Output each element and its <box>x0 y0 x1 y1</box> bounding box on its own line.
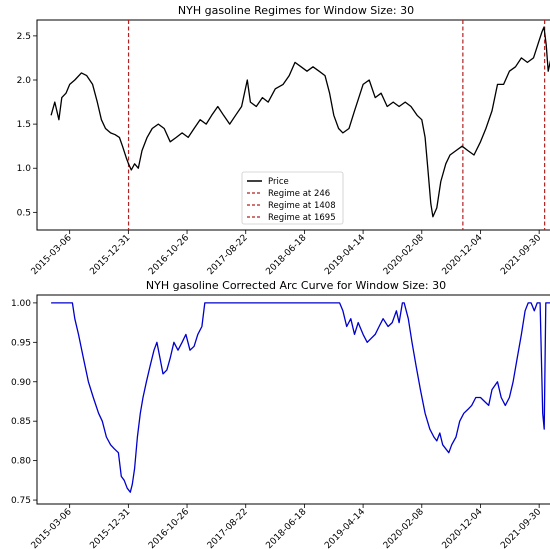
y-tick-label: 0.95 <box>11 338 31 348</box>
regimes-chart-title: NYH gasoline Regimes for Window Size: 30 <box>178 4 414 17</box>
y-tick-label: 0.85 <box>11 417 31 427</box>
x-tick-label: 2015-03-06 <box>30 233 74 277</box>
regime-lines <box>127 20 546 230</box>
price-series <box>50 26 550 218</box>
legend-box <box>241 171 344 225</box>
regimes-plot-area <box>36 19 550 231</box>
x-tick-label: 2021-09-30 <box>499 507 543 549</box>
regimes-y-axis: 0.5 1.0 1.5 2.0 2.5 <box>17 32 37 218</box>
y-tick-label: 0.80 <box>11 457 31 467</box>
arc-curve-series <box>51 302 550 493</box>
x-tick-label: 2020-02-08 <box>382 233 426 277</box>
arc-curve-chart-title: NYH gasoline Corrected Arc Curve for Win… <box>146 279 446 292</box>
y-tick-label: 2.0 <box>17 76 32 86</box>
arc-curve-y-axis: 0.75 0.80 0.85 0.90 0.95 1.00 <box>11 299 37 506</box>
y-tick-label: 1.5 <box>17 120 31 130</box>
x-tick-label: 2016-10-26 <box>147 233 191 277</box>
y-tick-label: 0.75 <box>11 496 31 506</box>
x-tick-label: 2021-09-30 <box>499 233 543 277</box>
y-tick-label: 1.0 <box>17 164 32 174</box>
y-tick-label: 1.00 <box>11 299 31 309</box>
arc-curve-line <box>51 302 550 493</box>
legend-regime-1695-label: Regime at 1695 <box>268 213 336 223</box>
x-tick-label: 2018-06-18 <box>264 507 308 549</box>
x-tick-label: 2019-04-14 <box>323 233 367 277</box>
regimes-x-axis: 2015-03-06 2015-12-31 2016-10-26 2017-08-22… <box>30 230 543 277</box>
x-tick-label: 2017-08-22 <box>206 507 250 549</box>
legend-price-label: Price <box>268 177 289 187</box>
x-tick-label: 2017-08-22 <box>206 233 250 277</box>
legend-regime-1408-label: Regime at 1408 <box>268 201 336 211</box>
arc-curve-x-axis: 2015-03-06 2015-12-31 2016-10-26 2017-08-22… <box>30 504 543 549</box>
x-tick-label: 2019-04-14 <box>323 507 367 549</box>
arc-curve-plot-area <box>36 294 550 505</box>
x-tick-label: 2015-12-31 <box>88 507 132 549</box>
y-tick-label: 0.5 <box>17 208 31 218</box>
x-tick-label: 2020-12-04 <box>441 233 485 277</box>
legend-regime-246-label: Regime at 246 <box>268 189 330 199</box>
regimes-chart: NYH gasoline Regimes for Window Size: 30… <box>17 4 550 277</box>
price-line <box>50 26 550 218</box>
x-tick-label: 2018-06-18 <box>264 233 308 277</box>
y-tick-label: 0.90 <box>11 378 31 388</box>
x-tick-label: 2020-02-08 <box>382 507 426 549</box>
x-tick-label: 2020-12-04 <box>441 507 485 549</box>
arc-curve-chart: NYH gasoline Corrected Arc Curve for Win… <box>11 279 550 549</box>
x-tick-label: 2015-12-31 <box>88 233 132 277</box>
regimes-legend: Price Regime at 246 Regime at 1408 Regim… <box>241 171 344 225</box>
x-tick-label: 2015-03-06 <box>30 507 74 549</box>
x-tick-label: 2016-10-26 <box>147 507 191 549</box>
y-tick-label: 2.5 <box>17 32 31 42</box>
